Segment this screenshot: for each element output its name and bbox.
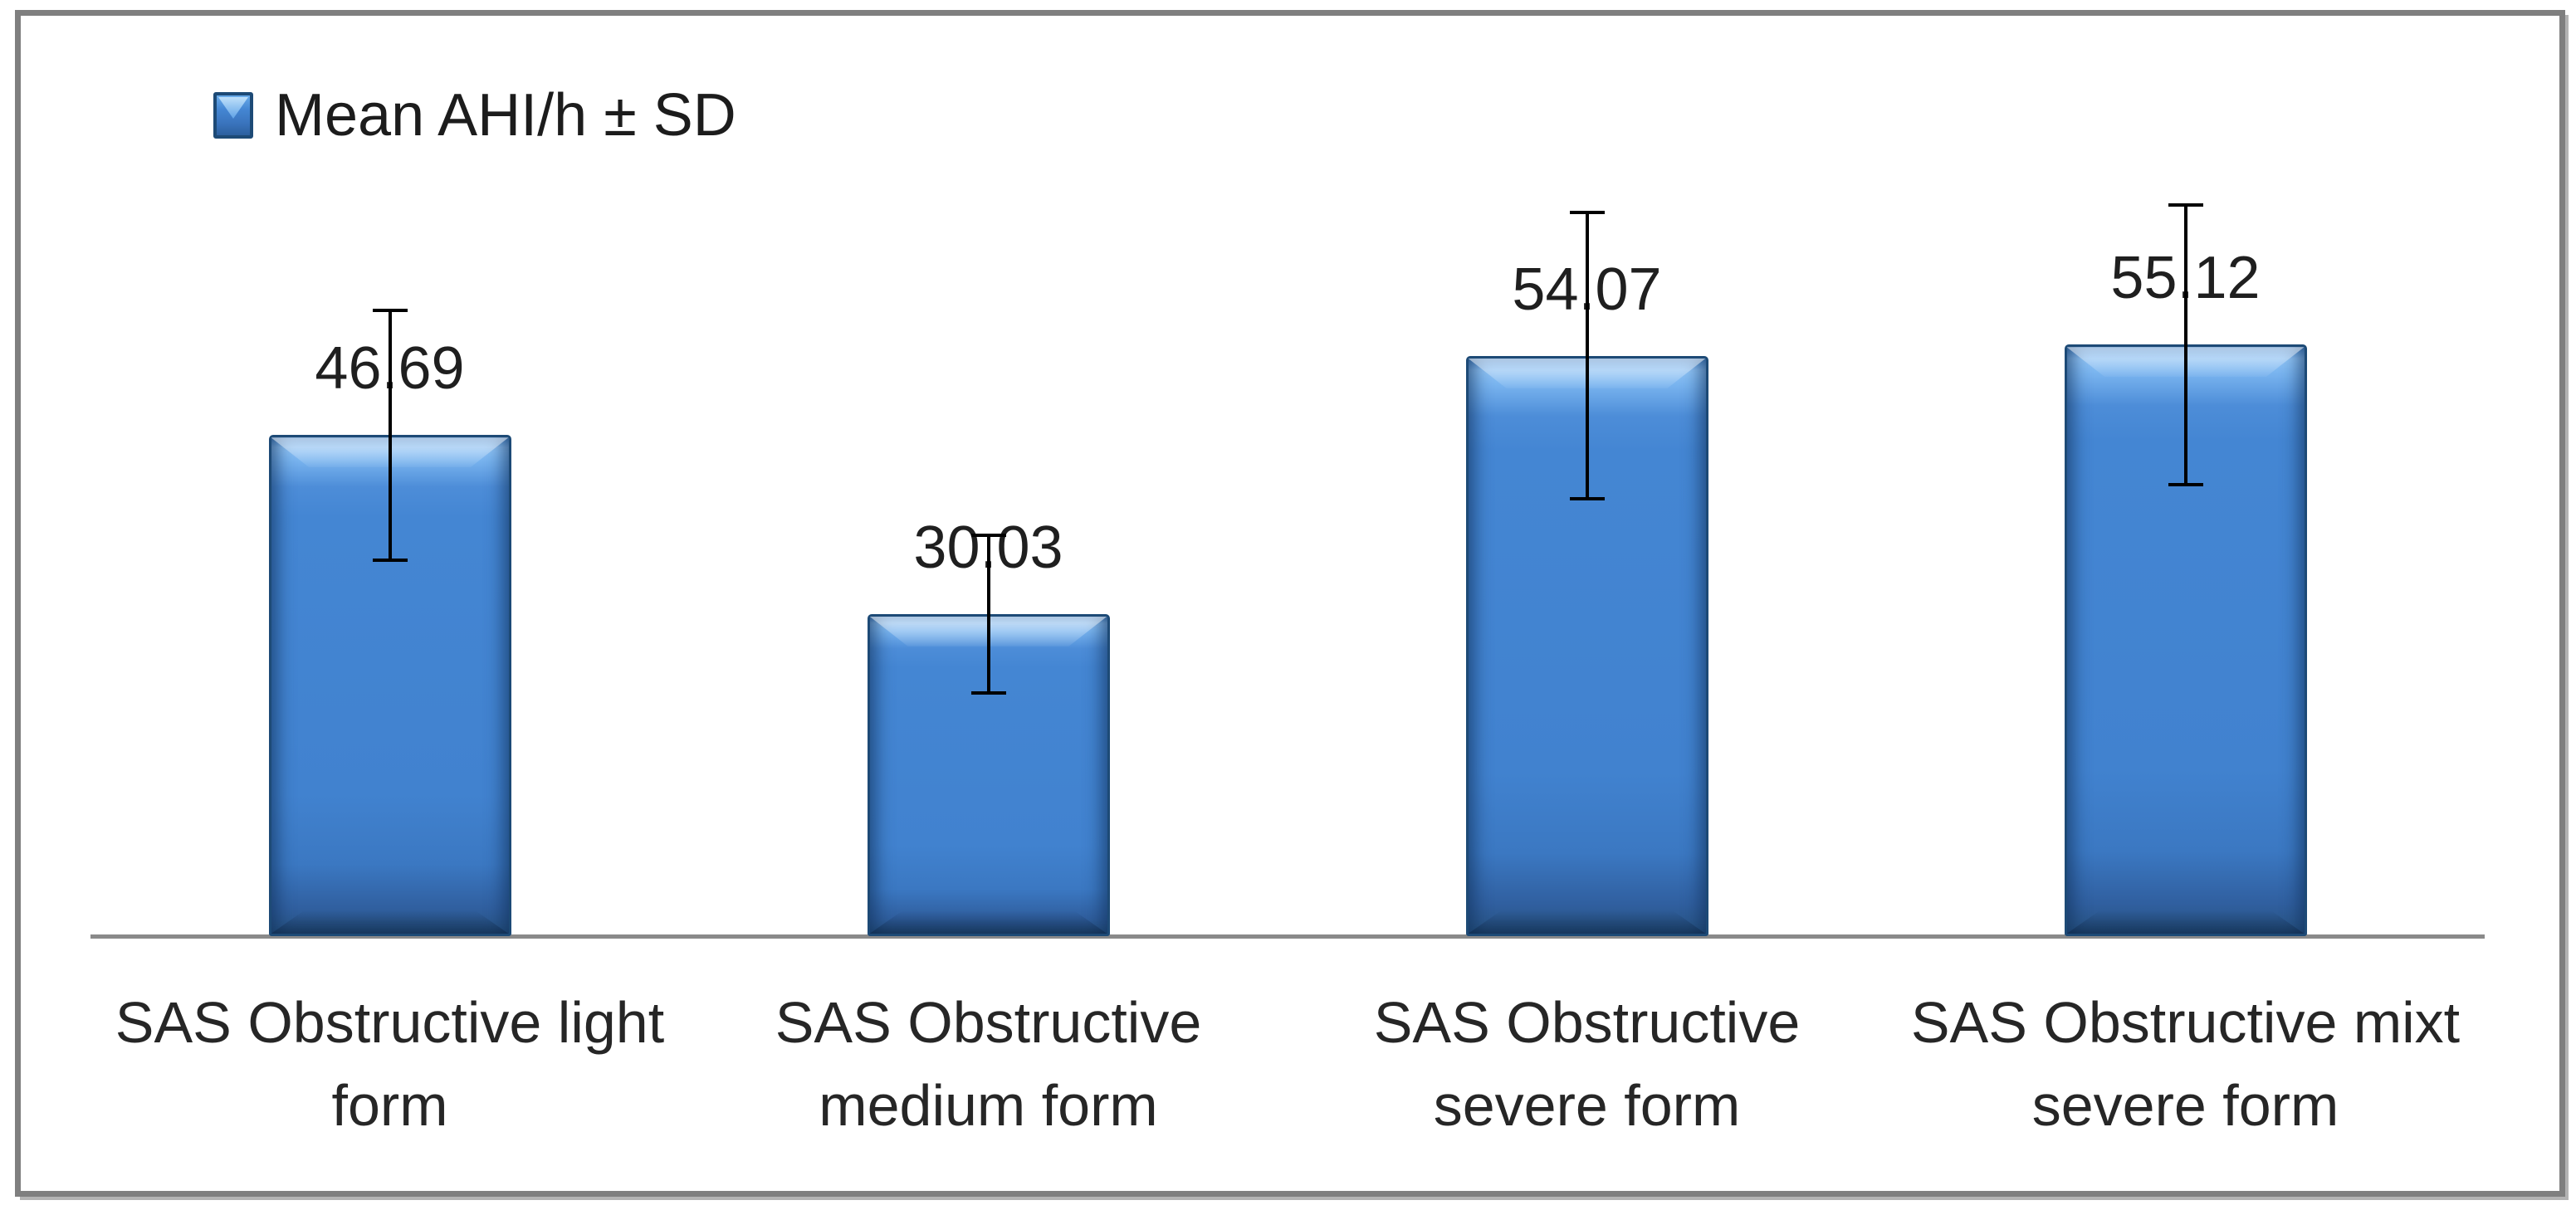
- error-bar-cap-bottom: [2168, 482, 2203, 486]
- category-label-line: severe form: [2031, 1073, 2339, 1138]
- legend-label: Mean AHI/h ± SD: [275, 82, 736, 149]
- error-bar-line: [388, 308, 392, 562]
- category-label-line: form: [331, 1073, 448, 1138]
- error-bar-cap-bottom: [372, 558, 408, 562]
- error-bar: [372, 308, 408, 562]
- error-bar-cap-top: [1569, 211, 1605, 215]
- category-label: SAS Obstructive mixt severe form: [1845, 981, 2526, 1147]
- category-label-line: SAS Obstructive mixt: [1910, 990, 2461, 1055]
- legend: Mean AHI/h ± SD: [213, 82, 736, 149]
- bar: [268, 435, 511, 936]
- error-bar: [1569, 211, 1605, 501]
- error-bar-cap-top: [372, 308, 408, 312]
- error-bar-cap-top: [970, 533, 1006, 537]
- category-label: SAS Obstructive medium form: [648, 981, 1329, 1147]
- x-axis-line: [90, 934, 2485, 939]
- error-bar-line: [2183, 202, 2187, 486]
- error-bar-cap-bottom: [1569, 497, 1605, 501]
- category-label-line: SAS Obstructive: [1373, 990, 1801, 1055]
- error-bar: [2168, 202, 2203, 486]
- category-label-line: severe form: [1433, 1073, 1741, 1138]
- category-label: SAS Obstructive severe form: [1247, 981, 1928, 1147]
- error-bar-cap-top: [2168, 202, 2203, 207]
- error-bar-cap-bottom: [970, 690, 1006, 695]
- error-bar-line: [1585, 211, 1589, 501]
- chart-frame: [15, 10, 2565, 1197]
- legend-marker-swatch: [213, 92, 253, 139]
- error-bar: [970, 533, 1006, 695]
- error-bar-line: [986, 533, 990, 695]
- category-label-line: SAS Obstructive light: [115, 990, 665, 1055]
- category-label: SAS Obstructive light form: [50, 981, 731, 1147]
- category-label-line: SAS Obstructive: [775, 990, 1202, 1055]
- bar: [867, 613, 1110, 936]
- category-label-line: medium form: [819, 1073, 1158, 1138]
